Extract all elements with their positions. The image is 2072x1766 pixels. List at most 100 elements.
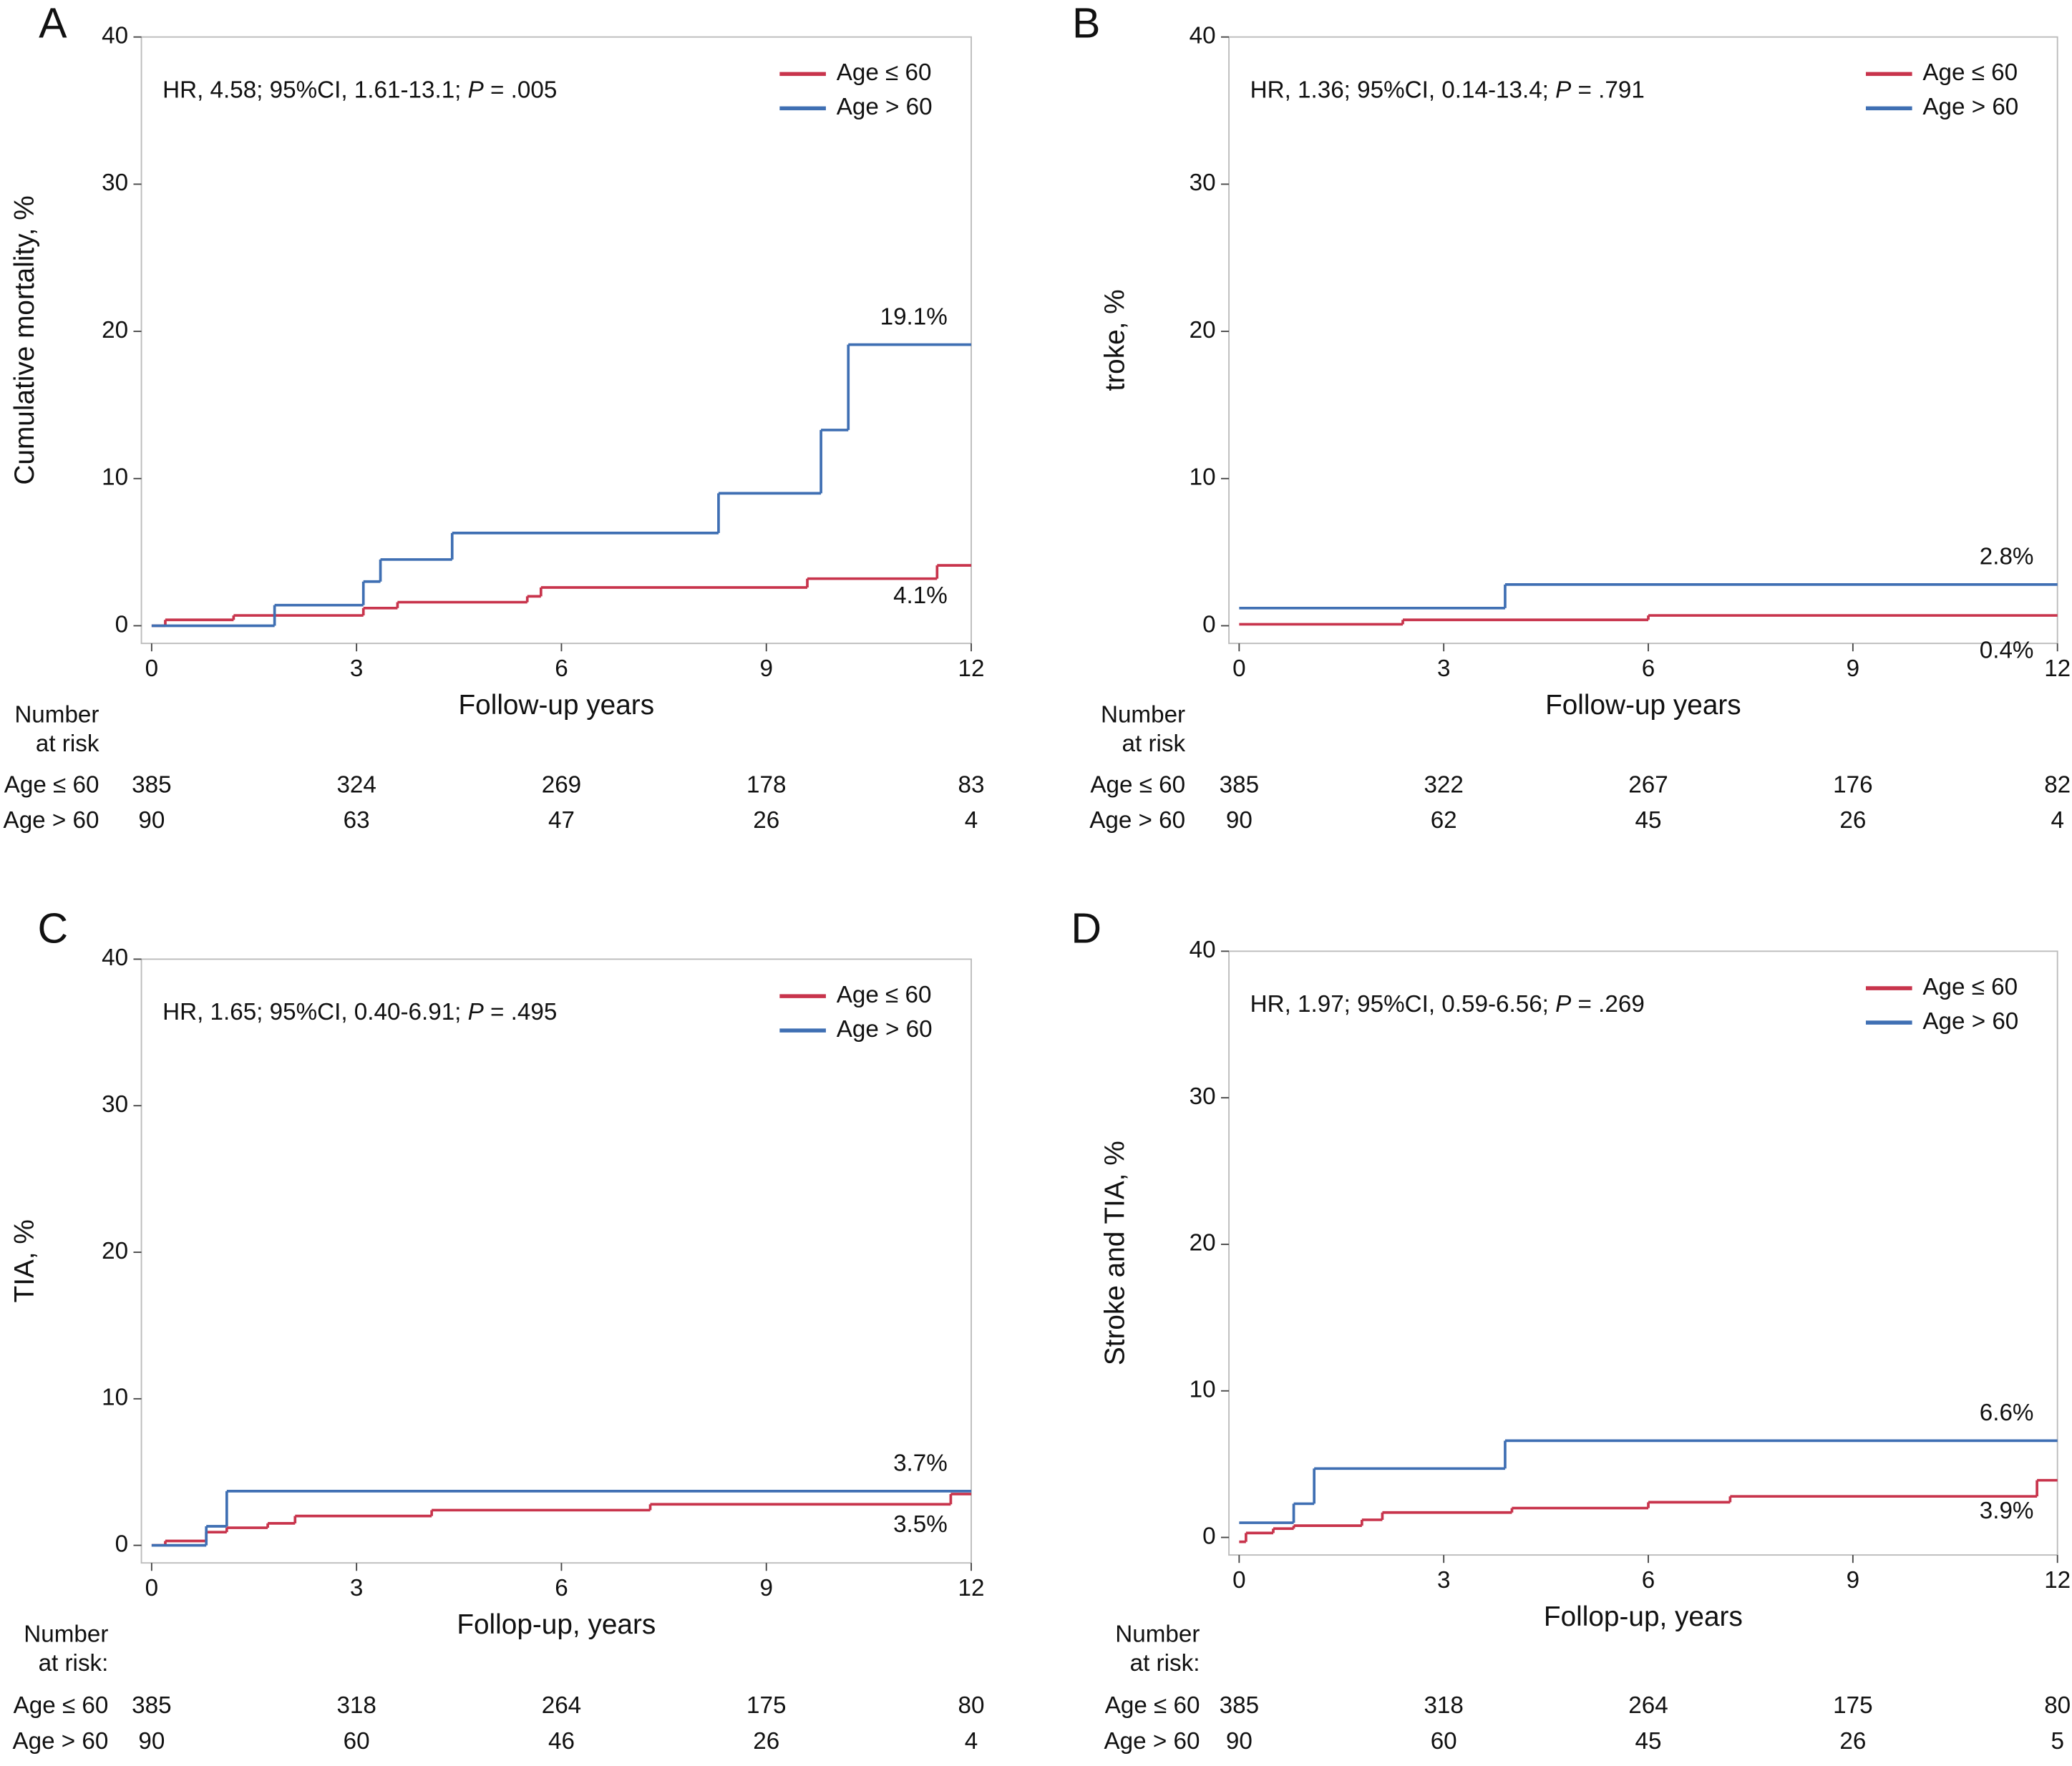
risk-count: 4 xyxy=(965,807,978,834)
annotation-part: P xyxy=(1555,991,1571,1018)
y-tick-label: 20 xyxy=(1190,317,1216,343)
x-tick-label: 9 xyxy=(759,1575,772,1601)
risk-count: 26 xyxy=(753,807,779,834)
y-tick-label: 30 xyxy=(102,1091,128,1118)
risk-count: 60 xyxy=(344,1728,370,1755)
legend-label: Age ≤ 60 xyxy=(837,982,932,1008)
legend-label: Age > 60 xyxy=(1922,94,2018,120)
annotation-part: = .005 xyxy=(484,77,558,103)
y-tick-label: 20 xyxy=(102,317,128,343)
risk-count: 62 xyxy=(1431,807,1457,834)
legend-label: Age ≤ 60 xyxy=(1922,59,2018,86)
risk-count: 90 xyxy=(1226,807,1253,834)
x-tick-label: 0 xyxy=(1232,1567,1245,1594)
x-tick-label: 6 xyxy=(555,1575,568,1601)
plot-frame xyxy=(1228,950,2058,1556)
annotation: HR, 4.58; 95%CI, 1.61-13.1; P = .005 xyxy=(162,77,557,103)
panel-letter: A xyxy=(39,0,67,47)
risk-count: 47 xyxy=(548,807,575,834)
x-axis-title: Follow-up years xyxy=(458,690,654,721)
y-tick-label: 30 xyxy=(1190,170,1216,196)
risk-row-name: Age ≤ 60 xyxy=(14,1692,109,1719)
x-tick-label: 12 xyxy=(2044,655,2071,682)
x-tick-label: 0 xyxy=(1232,655,1245,682)
y-axis-title: Stroke and TIA, % xyxy=(1099,1141,1130,1365)
risk-table-title: at risk xyxy=(36,731,99,757)
legend-label: Age ≤ 60 xyxy=(1922,974,2018,1000)
risk-count: 45 xyxy=(1635,807,1662,834)
panel-letter: B xyxy=(1072,0,1100,47)
risk-count: 269 xyxy=(542,771,581,798)
x-tick-label: 3 xyxy=(350,1575,363,1601)
panel-letter: D xyxy=(1071,904,1101,952)
x-tick-label: 12 xyxy=(958,655,985,682)
risk-table-title: at risk xyxy=(1122,731,1186,757)
legend-label: Age ≤ 60 xyxy=(837,59,932,86)
annotation-part: = .791 xyxy=(1571,77,1645,103)
end-label: 4.1% xyxy=(893,582,948,609)
risk-count: 385 xyxy=(1220,771,1259,798)
risk-count: 26 xyxy=(1839,807,1866,834)
risk-count: 267 xyxy=(1628,771,1668,798)
panel-letter: C xyxy=(38,904,69,952)
risk-count: 80 xyxy=(2044,1692,2071,1719)
risk-count: 90 xyxy=(1226,1728,1253,1755)
plot-frame xyxy=(140,958,972,1564)
x-tick-label: 0 xyxy=(145,655,158,682)
x-tick-label: 6 xyxy=(1642,655,1655,682)
y-axis-title: troke, % xyxy=(1099,289,1130,391)
risk-count: 83 xyxy=(958,771,985,798)
risk-count: 4 xyxy=(965,1728,978,1755)
y-tick-label: 0 xyxy=(1202,611,1215,638)
y-tick-label: 10 xyxy=(1190,464,1216,491)
y-tick-label: 20 xyxy=(1190,1230,1216,1257)
y-tick-label: 40 xyxy=(102,945,128,971)
end-label: 3.5% xyxy=(893,1511,948,1538)
x-tick-label: 6 xyxy=(1642,1567,1655,1594)
end-label: 2.8% xyxy=(1980,544,2034,570)
risk-table-title: Number xyxy=(14,701,99,728)
risk-count: 5 xyxy=(2051,1728,2063,1755)
risk-count: 45 xyxy=(1635,1728,1662,1755)
risk-row-name: Age ≤ 60 xyxy=(1105,1692,1200,1719)
x-axis-title: Follop-up, years xyxy=(1544,1601,1743,1632)
risk-count: 178 xyxy=(746,771,786,798)
x-axis-title: Follop-up, years xyxy=(457,1609,656,1640)
y-tick-label: 40 xyxy=(1190,22,1216,49)
y-axis-title: TIA, % xyxy=(9,1219,40,1302)
end-label: 6.6% xyxy=(1980,1400,2034,1426)
annotation: HR, 1.97; 95%CI, 0.59-6.56; P = .269 xyxy=(1250,991,1645,1018)
x-tick-label: 12 xyxy=(958,1575,985,1601)
annotation-part: = .495 xyxy=(484,999,558,1025)
risk-count: 322 xyxy=(1424,771,1463,798)
risk-count: 318 xyxy=(1424,1692,1463,1719)
end-label: 3.9% xyxy=(1980,1498,2034,1524)
risk-count: 318 xyxy=(336,1692,376,1719)
risk-table-title: Number xyxy=(24,1621,108,1648)
end-label: 0.4% xyxy=(1980,637,2034,663)
legend-label: Age > 60 xyxy=(837,94,933,120)
annotation-part: HR, 1.97; 95%CI, 0.59-6.56; xyxy=(1250,991,1556,1018)
risk-count: 264 xyxy=(1628,1692,1668,1719)
x-tick-label: 6 xyxy=(555,655,568,682)
y-tick-label: 10 xyxy=(102,1385,128,1411)
y-tick-label: 20 xyxy=(102,1238,128,1264)
risk-count: 264 xyxy=(542,1692,581,1719)
x-tick-label: 0 xyxy=(145,1575,158,1601)
y-tick-label: 10 xyxy=(102,464,128,491)
x-tick-label: 3 xyxy=(350,655,363,682)
y-tick-label: 30 xyxy=(102,170,128,196)
risk-count: 385 xyxy=(132,771,171,798)
x-tick-label: 3 xyxy=(1437,655,1450,682)
x-tick-label: 9 xyxy=(759,655,772,682)
risk-count: 324 xyxy=(336,771,376,798)
annotation-part: = .269 xyxy=(1571,991,1645,1018)
y-tick-label: 40 xyxy=(102,22,128,49)
x-tick-label: 3 xyxy=(1437,1567,1450,1594)
annotation-part: P xyxy=(468,77,484,103)
y-axis-title: Cumulative mortality, % xyxy=(9,195,40,484)
x-tick-label: 12 xyxy=(2044,1567,2071,1594)
end-label: 3.7% xyxy=(893,1450,948,1477)
risk-count: 46 xyxy=(548,1728,575,1755)
